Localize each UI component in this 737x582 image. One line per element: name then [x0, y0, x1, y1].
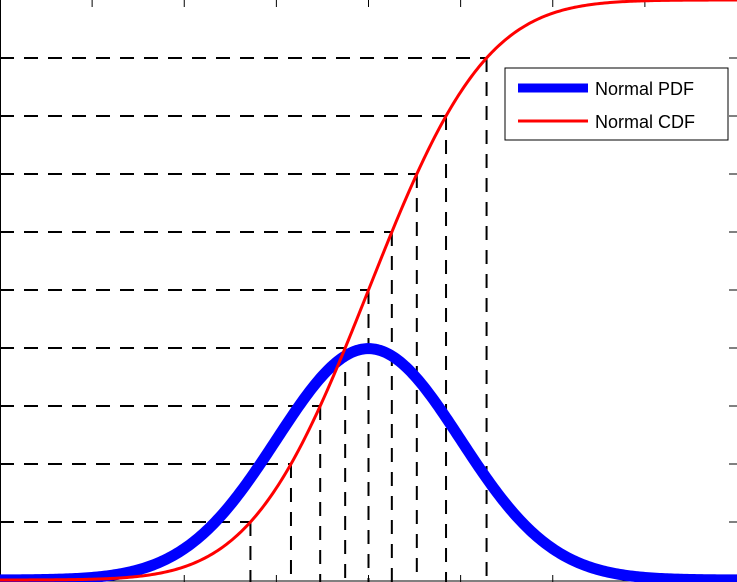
legend-label-normal-cdf: Normal CDF [595, 112, 695, 132]
legend-label-normal-pdf: Normal PDF [595, 79, 694, 99]
quantile-guides [0, 57, 488, 582]
legend: Normal PDF Normal CDF [504, 67, 729, 141]
series-line-normal-pdf [0, 343, 737, 582]
legend-box [504, 67, 729, 141]
